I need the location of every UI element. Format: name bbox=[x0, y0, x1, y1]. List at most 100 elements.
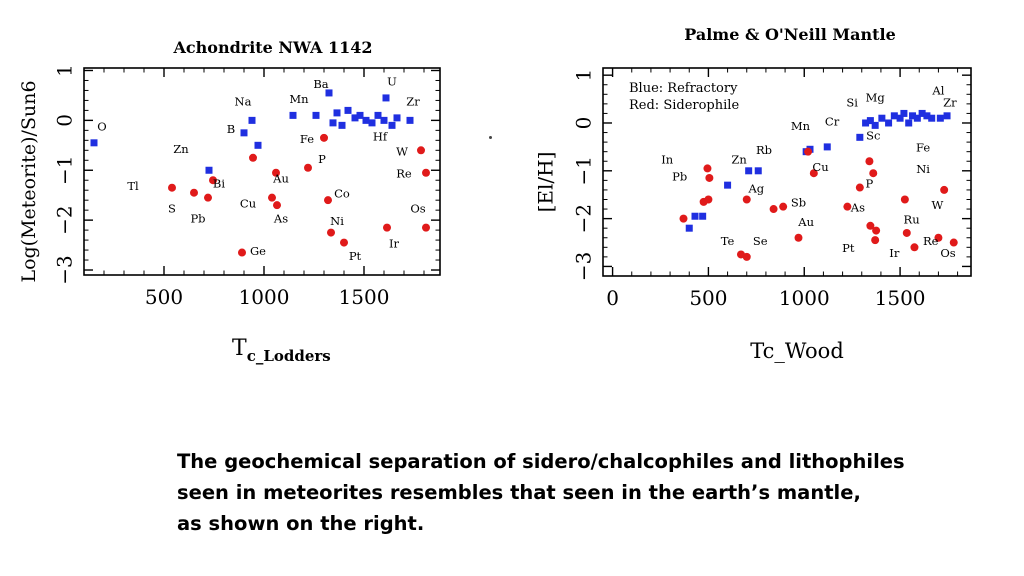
data-point-refractory bbox=[382, 94, 390, 102]
y-tick-label: 0 bbox=[53, 114, 77, 127]
y-axis-label: [El/H] bbox=[534, 152, 558, 213]
element-label: Pt bbox=[842, 241, 855, 255]
data-point-refractory bbox=[878, 114, 886, 122]
data-point-refractory bbox=[909, 112, 917, 120]
data-point-refractory bbox=[866, 117, 874, 125]
data-point-refractory bbox=[699, 212, 707, 220]
data-point-siderophile bbox=[327, 228, 335, 237]
data-point-siderophile bbox=[794, 233, 803, 242]
element-label: Zr bbox=[943, 95, 957, 109]
data-point-siderophile bbox=[238, 248, 246, 257]
element-label: U bbox=[387, 74, 397, 88]
element-label: Pb bbox=[190, 212, 205, 226]
element-label: Tl bbox=[127, 179, 139, 193]
x-tick-label: 500 bbox=[689, 286, 727, 310]
data-point-siderophile bbox=[704, 195, 713, 204]
plot-frame bbox=[602, 67, 972, 277]
y-tick-label: −3 bbox=[572, 252, 596, 281]
element-label: Cr bbox=[825, 114, 840, 128]
data-point-siderophile bbox=[417, 146, 425, 155]
data-point-siderophile bbox=[703, 164, 712, 173]
data-point-siderophile bbox=[324, 196, 332, 205]
data-point-refractory bbox=[380, 116, 388, 124]
element-label: Mn bbox=[791, 119, 811, 133]
data-point-refractory bbox=[900, 109, 908, 117]
data-point-siderophile bbox=[742, 195, 751, 204]
element-label: Au bbox=[272, 172, 289, 186]
data-point-siderophile bbox=[383, 223, 391, 232]
y-tick-label: 1 bbox=[53, 64, 77, 77]
data-point-siderophile bbox=[320, 133, 328, 142]
data-point-refractory bbox=[374, 111, 382, 119]
data-point-siderophile bbox=[249, 153, 257, 162]
element-label: Hf bbox=[373, 129, 388, 143]
data-point-siderophile bbox=[769, 205, 778, 214]
data-point-siderophile bbox=[705, 173, 714, 182]
y-tick-label: 1 bbox=[572, 69, 596, 82]
x-tick-label: 1000 bbox=[239, 285, 290, 309]
element-label: Cu bbox=[812, 160, 828, 174]
data-point-refractory bbox=[248, 116, 256, 124]
data-point-refractory bbox=[685, 224, 693, 232]
data-point-refractory bbox=[329, 119, 337, 127]
element-label: Os bbox=[940, 246, 955, 260]
data-point-refractory bbox=[356, 111, 364, 119]
data-point-refractory bbox=[338, 121, 346, 129]
element-label: O bbox=[97, 119, 106, 133]
data-point-refractory bbox=[406, 116, 414, 124]
element-label: Fe bbox=[300, 132, 314, 146]
data-point-refractory bbox=[325, 89, 333, 97]
element-label: P bbox=[866, 177, 874, 191]
element-label: W bbox=[932, 198, 944, 212]
y-tick-label: −1 bbox=[572, 156, 596, 185]
x-tick-label: 1500 bbox=[875, 286, 926, 310]
data-point-siderophile bbox=[304, 163, 312, 172]
data-point-siderophile bbox=[190, 188, 198, 197]
caption-line-3: as shown on the right. bbox=[177, 512, 425, 535]
element-label: Ge bbox=[250, 244, 266, 258]
data-point-siderophile bbox=[869, 169, 878, 178]
chart-title: Palme & O'Neill Mantle bbox=[684, 25, 896, 44]
element-label: As bbox=[850, 200, 865, 214]
element-label: Sb bbox=[791, 196, 806, 210]
data-point-refractory bbox=[393, 114, 401, 122]
data-point-refractory bbox=[368, 119, 376, 127]
data-point-refractory bbox=[254, 141, 262, 149]
data-point-siderophile bbox=[204, 193, 212, 202]
data-point-refractory bbox=[289, 111, 297, 119]
data-point-refractory bbox=[344, 106, 352, 114]
x-tick-label: 1500 bbox=[339, 285, 390, 309]
x-axis-label-main: T bbox=[232, 336, 247, 361]
data-point-refractory bbox=[871, 121, 879, 129]
chart-achondrite: Achondrite NWA 1142 500 1000 1500 1 0 −1 −2 −3 Lo… bbox=[18, 38, 441, 365]
data-point-refractory bbox=[856, 133, 864, 141]
data-point-siderophile bbox=[940, 185, 949, 194]
x-tick-label: 0 bbox=[606, 286, 619, 310]
data-point-refractory bbox=[388, 121, 396, 129]
data-point-refractory bbox=[691, 212, 699, 220]
data-point-siderophile bbox=[742, 252, 751, 261]
data-point-siderophile bbox=[422, 223, 430, 232]
element-label: In bbox=[661, 153, 674, 167]
element-label: Fe bbox=[916, 141, 930, 155]
data-point-refractory bbox=[923, 112, 931, 120]
data-point-siderophile bbox=[865, 157, 874, 166]
element-label: Re bbox=[923, 234, 939, 248]
x-axis-label: Tc_Lodders bbox=[232, 336, 331, 365]
element-label: Pt bbox=[349, 249, 362, 263]
data-point-siderophile bbox=[855, 183, 864, 192]
element-label: Ag bbox=[747, 181, 764, 195]
data-point-refractory bbox=[90, 139, 98, 147]
element-label: Ir bbox=[889, 246, 900, 260]
element-label: Ir bbox=[389, 237, 400, 251]
data-point-siderophile bbox=[900, 195, 909, 204]
element-label: Zn bbox=[731, 153, 747, 167]
element-label: Bi bbox=[213, 177, 225, 191]
data-point-siderophile bbox=[779, 202, 788, 211]
data-point-refractory bbox=[943, 112, 951, 120]
data-point-refractory bbox=[240, 129, 248, 137]
data-point-refractory bbox=[885, 119, 893, 127]
element-label: Re bbox=[396, 167, 412, 181]
data-point-refractory bbox=[351, 114, 359, 122]
data-point-siderophile bbox=[679, 214, 688, 223]
